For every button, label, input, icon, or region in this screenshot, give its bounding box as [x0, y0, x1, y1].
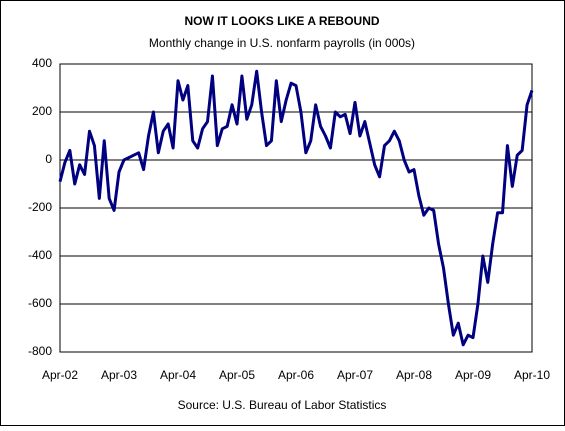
source: Source: U.S. Bureau of Labor Statistics [178, 398, 387, 412]
x-tick-label: Apr-05 [219, 368, 255, 382]
x-tick-label: Apr-09 [455, 368, 491, 382]
x-tick-label: Apr-02 [42, 368, 78, 382]
x-tick-label: Apr-07 [337, 368, 373, 382]
y-tick-label: 200 [32, 104, 52, 118]
chart-title: NOW IT LOOKS LIKE A REBOUND [184, 14, 379, 28]
x-tick-label: Apr-08 [396, 368, 432, 382]
y-tick-label: -200 [28, 200, 52, 214]
x-tick-label: Apr-10 [514, 368, 550, 382]
x-tick-label: Apr-06 [278, 368, 314, 382]
line [58, 69, 534, 347]
x-tick-label: Apr-03 [101, 368, 137, 382]
y-tick-label: -800 [28, 344, 52, 358]
y-tick-label: 0 [45, 152, 52, 166]
y-tick-label: -600 [28, 296, 52, 310]
y-tick-label: -400 [28, 248, 52, 262]
chart-subtitle: Monthly change in U.S. nonfarm payrolls … [149, 36, 415, 50]
x-tick-label: Apr-04 [160, 368, 196, 382]
y-tick-label: 400 [32, 56, 52, 70]
